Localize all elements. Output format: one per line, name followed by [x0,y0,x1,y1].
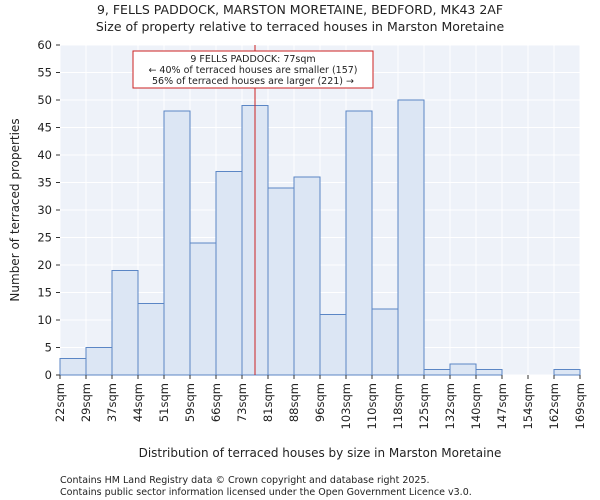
x-tick-label: 88sqm [287,383,301,422]
x-tick-label: 118sqm [391,383,405,429]
chart-title-line1: 9, FELLS PADDOCK, MARSTON MORETAINE, BED… [97,2,503,17]
annotation-box: 9 FELLS PADDOCK: 77sqm ← 40% of terraced… [132,50,374,89]
y-tick-label: 45 [37,121,52,135]
x-tick-label: 147sqm [495,383,509,429]
y-tick-label: 5 [45,341,52,355]
x-tick-label: 51sqm [157,383,171,422]
y-tick-label: 50 [37,93,52,107]
x-tick-label: 22sqm [53,383,67,422]
bar [449,363,477,376]
x-tick-label: 73sqm [235,383,249,422]
bar [319,314,347,376]
x-tick-label: 110sqm [365,383,379,429]
bar [475,369,503,376]
y-tick-label: 25 [37,231,52,245]
x-tick-label: 154sqm [521,383,535,429]
bar [85,347,113,376]
bar [293,176,321,376]
footer-line2: Contains public sector information licen… [60,487,472,498]
y-axis-label: Number of terraced properties [8,118,22,301]
annotation-border [132,50,374,89]
y-tick-label: 30 [37,203,52,217]
bars [59,99,581,376]
bar [553,369,581,376]
x-tick-label: 66sqm [209,383,223,422]
y-tick-label: 55 [37,66,52,80]
bar [111,270,139,376]
bar [345,110,373,376]
y-tick-label: 40 [37,148,52,162]
bar [397,99,425,376]
y-tick-label: 35 [37,176,52,190]
bar [423,369,451,376]
x-tick-label: 103sqm [339,383,353,429]
x-axis-label: Distribution of terraced houses by size … [139,446,502,460]
bar [371,308,399,376]
bar [137,303,165,376]
chart-title-line2: Size of property relative to terraced ho… [96,19,505,34]
x-tick-label: 44sqm [131,383,145,422]
bar [189,242,217,376]
annotation-line1: 9 FELLS PADDOCK: 77sqm [190,54,315,65]
x-tick-label: 29sqm [79,383,93,422]
x-tick-label: 132sqm [443,383,457,429]
x-tick-label: 59sqm [183,383,197,422]
y-tick-label: 0 [45,368,52,382]
annotation-line3: 56% of terraced houses are larger (221) … [152,76,354,87]
x-tick-label: 96sqm [313,383,327,422]
y-tick-label: 15 [37,286,52,300]
bar [163,110,191,376]
y-tick-label: 20 [37,258,52,272]
x-tick-label: 169sqm [573,383,587,429]
y-axis: 0 5 10 15 20 25 30 35 40 45 50 55 60 [37,38,60,382]
x-tick-label: 81sqm [261,383,275,422]
x-tick-label: 140sqm [469,383,483,429]
x-tick-label: 162sqm [547,383,561,429]
bar [215,171,243,376]
x-axis: 22sqm 29sqm 37sqm 44sqm 51sqm 59sqm 66sqm 73sqm… [53,375,587,429]
x-tick-label: 37sqm [105,383,119,422]
bar [267,187,295,376]
x-tick-label: 125sqm [417,383,431,429]
y-tick-label: 10 [37,313,52,327]
annotation-line2: ← 40% of terraced houses are smaller (15… [148,65,357,76]
footer-line1: Contains HM Land Registry data © Crown c… [60,475,430,486]
bar [59,358,87,376]
y-tick-label: 60 [37,38,52,52]
